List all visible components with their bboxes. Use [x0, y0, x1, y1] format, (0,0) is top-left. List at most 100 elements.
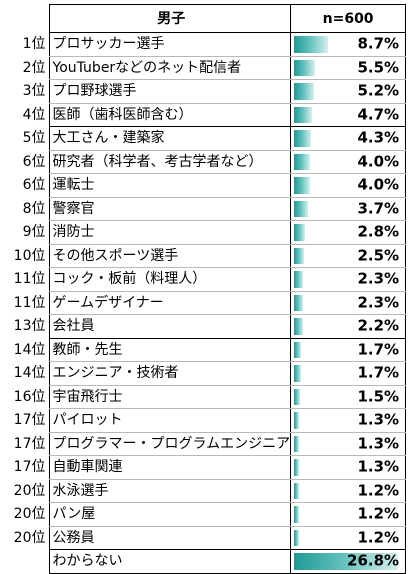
rank-cell: 5位 [22, 130, 46, 147]
percentage-cell: 5.5% [290, 55, 407, 80]
percentage-cell: 4.3% [290, 126, 407, 151]
percentage-cell: 5.2% [290, 79, 407, 104]
percentage-bar [294, 177, 311, 194]
rank-cell: 6位 [22, 153, 46, 170]
percentage-cell: 1.3% [290, 431, 407, 456]
percentage-bar [294, 36, 329, 53]
table-row: 13位 会社員 2.2% [0, 314, 407, 339]
percentage-bar [294, 247, 305, 264]
table-row: 16位 宇宙飛行士 1.5% [0, 384, 407, 409]
table-row: 14位 エンジニア・技術者 1.7% [0, 361, 407, 386]
percentage-value: 3.7% [357, 199, 400, 218]
percentage-bar [294, 153, 311, 170]
percentage-bar [294, 106, 313, 123]
percentage-value: 4.0% [357, 152, 400, 171]
occupation-cell: プロサッカー選手 [48, 32, 292, 57]
percentage-value: 1.3% [357, 457, 400, 476]
percentage-cell: 4.7% [290, 102, 407, 127]
percentage-value: 2.5% [357, 246, 400, 265]
percentage-value: 5.2% [357, 81, 400, 100]
header-rank-cell [0, 5, 49, 33]
occupation-cell: パン屋 [48, 502, 292, 527]
rank-cell: 14位 [13, 365, 46, 382]
table-row: 17位 自動車関連 1.3% [0, 455, 407, 480]
rank-cell: 6位 [22, 177, 46, 194]
percentage-value: 4.3% [357, 128, 400, 147]
occupation-cell: プログラマー・プログラムエンジニア [48, 431, 292, 456]
percentage-bar [294, 83, 315, 100]
occupation-cell: 水泳選手 [48, 478, 292, 503]
rank-cell: 20位 [13, 482, 46, 499]
percentage-cell: 1.5% [290, 384, 407, 409]
percentage-cell: 2.3% [290, 290, 407, 315]
occupation-cell: 大工さん・建築家 [48, 126, 292, 151]
percentage-bar [294, 224, 306, 241]
rank-cell: 1位 [22, 36, 46, 53]
table-row: 20位 パン屋 1.2% [0, 502, 407, 527]
rank-cell: 16位 [13, 388, 46, 405]
percentage-value: 1.2% [357, 528, 400, 547]
rank-cell: 8位 [22, 200, 46, 217]
percentage-value: 2.3% [357, 269, 400, 288]
percentage-value: 2.8% [357, 222, 400, 241]
percentage-cell: 1.7% [290, 337, 407, 362]
percentage-bar [294, 341, 302, 358]
percentage-bar [294, 271, 304, 288]
percentage-value: 8.7% [357, 34, 400, 53]
table-row: 17位 パイロット 1.3% [0, 408, 407, 433]
table-row: 3位 プロ野球選手 5.2% [0, 79, 407, 104]
percentage-bar [294, 365, 302, 382]
rank-cell: 17位 [13, 412, 46, 429]
occupation-cell: ゲームデザイナー [48, 290, 292, 315]
table-row: わからない 26.8% [0, 549, 407, 574]
table-row: 1位 プロサッカー選手 8.7% [0, 32, 407, 57]
rank-cell: 11位 [13, 271, 46, 288]
percentage-value: 1.3% [357, 434, 400, 453]
percentage-value: 4.7% [357, 105, 400, 124]
percentage-bar [294, 459, 300, 476]
ranking-table-container: 男子 n=600 1位 プロサッカー選手 8.7% 2位 YouTuberなどのネット配… [0, 4, 407, 574]
percentage-value: 5.5% [357, 58, 400, 77]
rank-cell [0, 550, 49, 574]
table-row: 6位 運転士 4.0% [0, 173, 407, 198]
percentage-cell: 1.2% [290, 502, 407, 527]
percentage-cell: 8.7% [290, 32, 407, 57]
percentage-cell: 1.2% [290, 478, 407, 503]
occupation-cell: YouTuberなどのネット配信者 [48, 55, 292, 80]
header-group-label: 男子 [48, 4, 292, 33]
rank-cell: 20位 [13, 506, 46, 523]
percentage-bar [294, 412, 300, 429]
percentage-bar [294, 130, 312, 147]
table-row: 8位 警察官 3.7% [0, 196, 407, 221]
percentage-cell: 4.0% [290, 173, 407, 198]
percentage-cell: 1.7% [290, 361, 407, 386]
percentage-bar [294, 59, 316, 76]
percentage-bar [294, 388, 301, 405]
table-row: 4位 医師（歯科医師含む） 4.7% [0, 102, 407, 127]
occupation-cell: その他スポーツ選手 [48, 243, 292, 268]
percentage-bar [294, 529, 300, 546]
percentage-value: 2.3% [357, 293, 400, 312]
percentage-bar [294, 506, 300, 523]
rank-cell: 14位 [13, 341, 46, 358]
percentage-cell: 3.7% [290, 196, 407, 221]
percentage-cell: 2.5% [290, 243, 407, 268]
table-row: 6位 研究者（科学者、考古学者など） 4.0% [0, 149, 407, 174]
table-row: 20位 水泳選手 1.2% [0, 478, 407, 503]
table-row: 2位 YouTuberなどのネット配信者 5.5% [0, 55, 407, 80]
percentage-bar [294, 435, 300, 452]
header-sample-label: n=600 [290, 4, 407, 33]
rank-cell: 2位 [22, 59, 46, 76]
rank-cell: 10位 [13, 247, 46, 264]
rank-cell: 20位 [13, 529, 46, 546]
percentage-value: 26.8% [347, 551, 400, 570]
percentage-cell: 1.3% [290, 455, 407, 480]
occupation-cell: 研究者（科学者、考古学者など） [48, 149, 292, 174]
percentage-bar [294, 482, 300, 499]
percentage-value: 1.3% [357, 410, 400, 429]
percentage-value: 4.0% [357, 175, 400, 194]
table-row: 14位 教師・先生 1.7% [0, 337, 407, 362]
table-row: 17位 プログラマー・プログラムエンジニア 1.3% [0, 431, 407, 456]
percentage-cell: 1.3% [290, 408, 407, 433]
occupation-cell: わからない [48, 549, 292, 574]
